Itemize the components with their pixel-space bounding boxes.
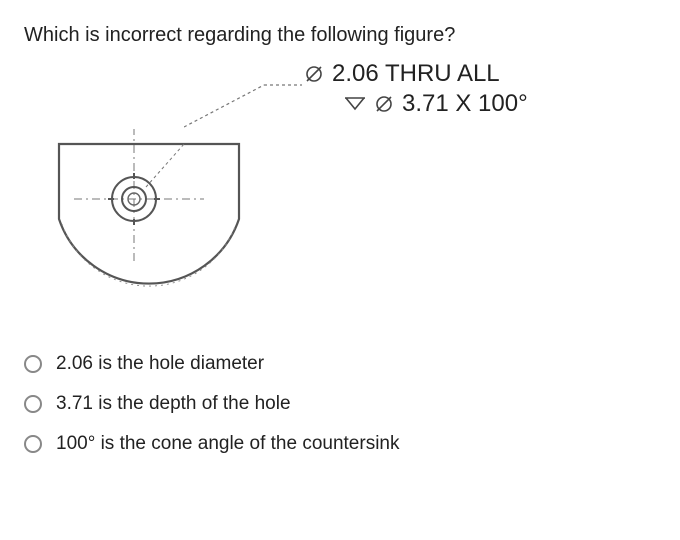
- answer-options: 2.06 is the hole diameter 3.71 is the de…: [24, 353, 656, 455]
- hole-callout: 2.06 THRU ALL 3.71 X 100°: [304, 59, 528, 119]
- radio-icon[interactable]: [24, 355, 42, 373]
- callout-line-2: 3.71 X 100°: [304, 89, 528, 119]
- diameter-icon: [374, 94, 394, 114]
- question-text: Which is incorrect regarding the followi…: [24, 24, 656, 47]
- radio-icon[interactable]: [24, 435, 42, 453]
- diameter-icon: [304, 64, 324, 84]
- radio-icon[interactable]: [24, 395, 42, 413]
- figure-area: 2.06 THRU ALL 3.71 X 100°: [24, 59, 656, 329]
- option-3[interactable]: 100° is the cone angle of the countersin…: [24, 433, 656, 455]
- option-3-label: 100° is the cone angle of the countersin…: [56, 433, 400, 455]
- option-2[interactable]: 3.71 is the depth of the hole: [24, 393, 656, 415]
- leader-line: [184, 79, 304, 134]
- part-drawing: [44, 129, 254, 334]
- option-1-label: 2.06 is the hole diameter: [56, 353, 264, 375]
- countersink-icon: [344, 95, 366, 113]
- callout-line-2-text: 3.71 X 100°: [402, 89, 528, 119]
- callout-line-1: 2.06 THRU ALL: [304, 59, 528, 89]
- callout-line-1-text: 2.06 THRU ALL: [332, 59, 500, 89]
- option-1[interactable]: 2.06 is the hole diameter: [24, 353, 656, 375]
- option-2-label: 3.71 is the depth of the hole: [56, 393, 291, 415]
